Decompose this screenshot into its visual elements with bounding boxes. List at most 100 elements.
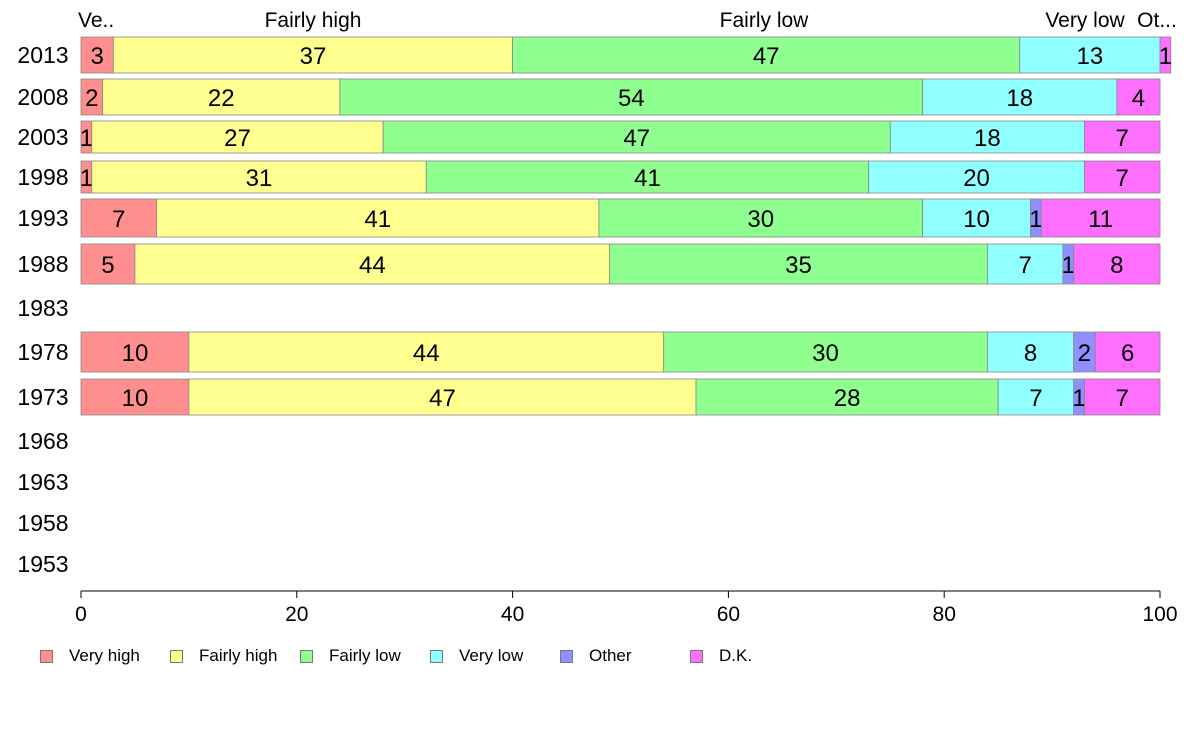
bar-segment: [91, 120, 384, 154]
x-tick-label: 100: [1142, 603, 1177, 626]
data-label: 18: [1006, 85, 1033, 112]
legend-label-very-high: Very high: [69, 646, 140, 665]
bar-segment: [868, 160, 1085, 194]
category-label: 1968: [17, 428, 68, 454]
legend-swatch-other: [560, 649, 573, 663]
data-label: 5: [101, 252, 114, 279]
legend-label-dk: D.K.: [719, 646, 753, 665]
category-label: 2008: [17, 84, 68, 110]
legend-label-very-low: Very low: [459, 646, 524, 665]
data-label: 3: [91, 43, 104, 70]
data-label: 27: [224, 125, 251, 152]
bar-segment: [425, 160, 870, 194]
bar-segment: [339, 78, 924, 116]
data-label: 18: [974, 125, 1001, 152]
bar-segment: [80, 331, 190, 373]
top-segment-label: Fairly low: [720, 9, 810, 32]
data-label: 20: [963, 165, 990, 192]
bar-segment: [188, 331, 665, 373]
top-segment-label: Ot...: [1137, 9, 1177, 32]
data-label: 10: [122, 340, 149, 367]
data-label: 1: [1029, 206, 1042, 233]
legend: Very high Fairly high Fairly low Very lo…: [40, 645, 1140, 667]
data-label: 28: [834, 385, 861, 412]
bar-segment: [1084, 378, 1161, 416]
legend-label-fairly-low: Fairly low: [329, 646, 401, 665]
data-label: 30: [747, 206, 774, 233]
bar-segment: [512, 36, 1021, 74]
legend-label-fairly-high: Fairly high: [199, 646, 278, 665]
bar-segment: [986, 243, 1064, 285]
legend-swatch-very-low: [430, 649, 443, 663]
data-label: 1: [80, 125, 93, 152]
data-label: 7: [1116, 385, 1129, 412]
legend-item-dk: D.K.: [690, 645, 752, 667]
bar-segment: [1073, 243, 1161, 285]
top-segment-label: Fairly high: [265, 9, 362, 32]
data-label: 1: [1072, 385, 1085, 412]
bar-segment: [134, 243, 611, 285]
data-label: 22: [208, 85, 235, 112]
category-label: 1988: [17, 251, 68, 277]
data-label: 2: [85, 85, 98, 112]
bar-segment: [609, 243, 988, 285]
data-label: 7: [112, 206, 125, 233]
bar-segment: [80, 243, 136, 285]
legend-swatch-fairly-high: [170, 649, 183, 663]
data-label: 37: [300, 43, 327, 70]
bar-segment: [1084, 160, 1161, 194]
data-label: 1: [80, 165, 93, 192]
data-label: 1: [1159, 43, 1172, 70]
bar-segment: [80, 36, 114, 74]
bar-segment: [1116, 78, 1161, 116]
data-label: 47: [429, 385, 456, 412]
bar-segment: [1019, 36, 1161, 74]
category-label: 1978: [17, 339, 68, 365]
bar-segment: [1094, 331, 1161, 373]
category-label: 1958: [17, 510, 68, 536]
bar-segment: [91, 160, 427, 194]
bar-segment: [986, 331, 1075, 373]
category-label: 1998: [17, 164, 68, 190]
data-label: 47: [753, 43, 780, 70]
bar-segment: [1040, 198, 1161, 238]
x-tick-label: 20: [285, 603, 308, 626]
legend-item-fairly-high: Fairly high: [170, 645, 277, 667]
x-tick-label: 60: [717, 603, 740, 626]
data-label: 1: [1062, 252, 1075, 279]
data-label: 6: [1121, 340, 1134, 367]
data-label: 13: [1077, 43, 1104, 70]
data-label: 41: [364, 206, 391, 233]
legend-item-very-low: Very low: [430, 645, 523, 667]
data-label: 10: [963, 206, 990, 233]
legend-label-other: Other: [589, 646, 632, 665]
legend-item-fairly-low: Fairly low: [300, 645, 401, 667]
bar-segment: [922, 78, 1118, 116]
category-label: 1983: [17, 295, 68, 321]
category-label: 1953: [17, 551, 68, 577]
data-label: 44: [413, 340, 440, 367]
category-label: 2003: [17, 124, 68, 150]
data-label: 54: [618, 85, 645, 112]
data-label: 47: [623, 125, 650, 152]
data-label: 4: [1132, 85, 1145, 112]
data-label: 7: [1018, 252, 1031, 279]
x-tick-label: 40: [501, 603, 524, 626]
legend-item-other: Other: [560, 645, 632, 667]
bar-segment: [112, 36, 514, 74]
legend-swatch-dk: [690, 649, 703, 663]
data-label: 8: [1110, 252, 1123, 279]
category-label: 1993: [17, 205, 68, 231]
data-label: 44: [359, 252, 386, 279]
bar-segment: [889, 120, 1085, 154]
data-label: 10: [122, 385, 149, 412]
data-label: 11: [1088, 206, 1113, 233]
data-label: 41: [634, 165, 661, 192]
data-label: 7: [1116, 165, 1129, 192]
data-label: 35: [785, 252, 812, 279]
data-label: 8: [1024, 340, 1037, 367]
bar-segment: [695, 378, 999, 416]
data-label: 7: [1029, 385, 1042, 412]
